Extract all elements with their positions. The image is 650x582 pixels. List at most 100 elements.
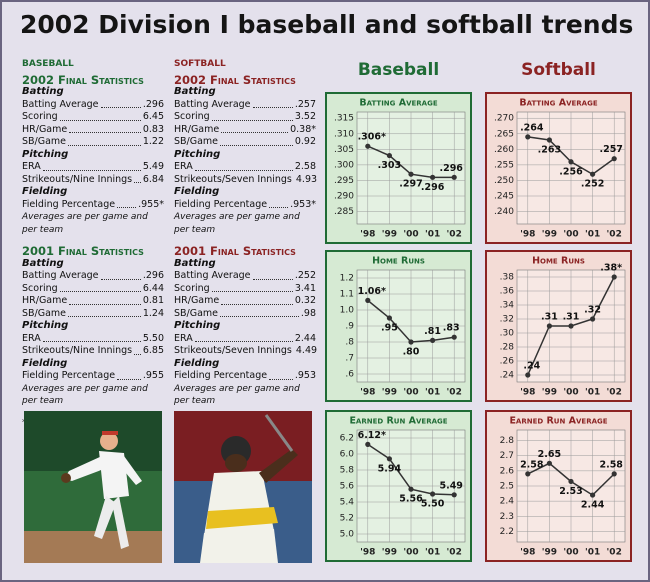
data-label: .303: [378, 160, 401, 171]
y-tick-label: 2.3: [500, 512, 514, 522]
data-point: [590, 171, 596, 177]
y-tick-label: .26: [500, 357, 515, 367]
group-name: Batting: [174, 257, 216, 269]
stat-label: Fielding Percentage: [174, 370, 268, 381]
data-label: 6.12*: [358, 430, 386, 441]
data-label: .306*: [358, 132, 386, 143]
data-point: [525, 372, 531, 378]
x-tick-label: '98: [360, 230, 375, 240]
stat-label: SB/Game: [22, 307, 67, 319]
y-tick-label: 2.7: [500, 451, 514, 461]
stat-row: ERA 2.44: [174, 333, 316, 346]
stat-row: SB/Game 1.24: [22, 308, 164, 321]
stat-row: Batting Average .252: [174, 270, 316, 283]
chart-panel: Home Runs .6 .7 .8 .9 1.0 1.1 1.2 '98 '99 '00 '01 '0…: [325, 250, 472, 402]
data-label: .252: [581, 179, 604, 190]
stat-value: 0.32: [294, 295, 316, 306]
stat-value: 6.44: [142, 282, 164, 294]
data-label: 5.94: [378, 463, 402, 474]
stat-label: Batting Average: [174, 270, 251, 281]
y-tick-label: 5.0: [340, 530, 355, 540]
stat-label: Batting Average: [22, 270, 99, 281]
y-tick-label: 1.0: [340, 306, 355, 316]
x-tick-label: '98: [520, 230, 535, 240]
chart-title: Batting Average: [359, 98, 437, 109]
stat-label: HR/Game: [22, 295, 68, 306]
stat-label: Scoring: [22, 111, 58, 122]
y-tick-label: 5.4: [340, 498, 355, 508]
data-label: .81: [424, 326, 441, 337]
leader-dots: [211, 111, 293, 121]
chart-panel: Earned Run Average 5.0 5.2 5.4 5.6 5.8 6.0 6.2 '…: [325, 410, 472, 562]
data-point: [430, 491, 436, 497]
data-point: [611, 274, 617, 280]
y-tick-label: .250: [494, 176, 514, 186]
stat-label: Strikeouts/Nine Innings: [22, 173, 133, 185]
data-label: .256: [559, 166, 583, 177]
chart-title: Earned Run Average: [349, 416, 447, 427]
x-tick-label: '00: [563, 230, 578, 240]
y-tick-label: .30: [500, 329, 515, 339]
stat-value: .953*: [290, 198, 316, 210]
baseball-stats: Baseball 2002 Final Statistics Batting Batt…: [22, 58, 164, 429]
x-tick-label: '02: [607, 230, 622, 240]
softball-stats: Softball 2002 Final Statistics Batting Batt…: [174, 58, 317, 429]
stat-value: 1.22: [142, 136, 164, 147]
stat-value: 2.44: [294, 332, 316, 344]
y-tick-label: .8: [345, 338, 354, 348]
x-tick-label: '01: [585, 548, 600, 558]
y-tick-label: .34: [500, 301, 515, 311]
stats-section: 2001 Final Statistics Batting Batting Aver…: [22, 245, 164, 408]
data-label: .38*: [600, 263, 622, 274]
data-label: 2.53: [559, 486, 582, 497]
x-tick-label: '98: [520, 388, 535, 398]
data-label: .296: [439, 163, 463, 174]
y-tick-label: .260: [494, 145, 514, 155]
x-tick-label: '99: [382, 388, 397, 398]
stat-label: SB/Game: [174, 307, 219, 319]
stat-label: ERA: [22, 332, 41, 344]
data-label: 5.49: [439, 480, 462, 491]
data-point: [568, 159, 574, 165]
y-tick-label: 6.0: [340, 450, 355, 460]
y-tick-label: 2.4: [500, 497, 515, 507]
stat-row: Scoring 3.41: [174, 283, 316, 296]
data-label: .263: [538, 145, 561, 156]
stat-row: HR/Game 0.81: [22, 295, 164, 308]
leader-dots: [220, 308, 299, 317]
x-tick-label: '02: [607, 388, 622, 398]
stats-note: Averages are per game and per team: [22, 383, 148, 407]
data-point: [408, 486, 414, 492]
data-label: .31: [563, 312, 580, 323]
stat-value: .296: [142, 98, 164, 110]
leader-dots: [221, 124, 289, 133]
chart-panel: Batting Average .285 .290 .295 .300 .305 .310.…: [325, 92, 472, 244]
x-tick-label: '99: [542, 230, 557, 240]
leader-dots: [68, 308, 141, 317]
stats-note: Averages are per game and per team: [174, 212, 300, 235]
y-tick-label: .9: [345, 322, 354, 332]
data-point: [365, 297, 371, 303]
stat-label: ERA: [174, 161, 193, 172]
data-label: 2.65: [538, 449, 561, 460]
league-label: Softball: [174, 59, 226, 69]
chart-panel: Home Runs .24 .26 .28 .30 .32 .34 .36 .38 '98 '99 '…: [485, 250, 632, 402]
data-point: [430, 174, 436, 180]
y-tick-label: .28: [500, 343, 515, 353]
chart-panel: Earned Run Average 2.2 2.3 2.4 2.5 2.6 2.7 2.8 '…: [485, 410, 632, 562]
y-tick-label: 1.2: [340, 274, 354, 284]
stat-label: HR/Game: [174, 295, 220, 306]
stat-value: 1.24: [142, 307, 164, 319]
group-name: Pitching: [174, 320, 221, 331]
data-point: [408, 339, 414, 345]
data-point: [568, 323, 574, 329]
stat-label: Batting Average: [22, 98, 99, 110]
x-tick-label: '00: [403, 548, 418, 558]
stat-label: HR/Game: [22, 123, 68, 135]
y-tick-label: 5.6: [340, 482, 355, 492]
leader-dots: [252, 270, 293, 280]
x-tick-label: '00: [563, 388, 578, 398]
data-label: .257: [599, 144, 622, 155]
leader-dots: [252, 99, 293, 108]
